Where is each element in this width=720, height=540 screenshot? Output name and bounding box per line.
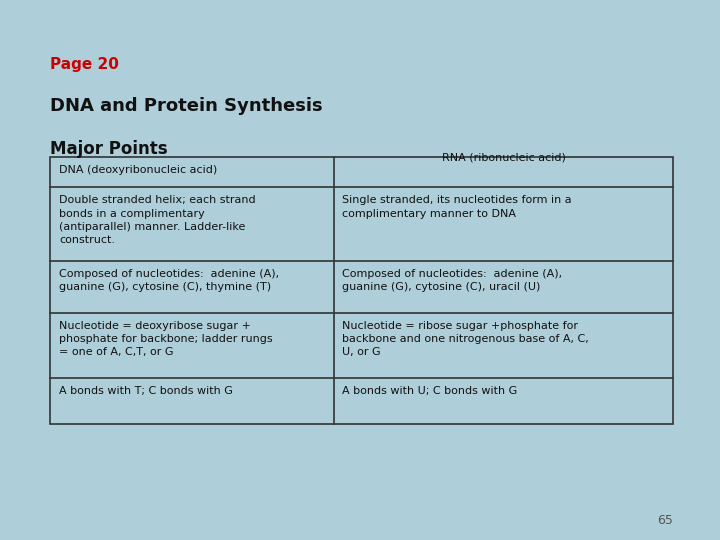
Text: Major Points: Major Points bbox=[50, 140, 168, 158]
Text: A bonds with U; C bonds with G: A bonds with U; C bonds with G bbox=[343, 386, 518, 396]
Text: Page 20: Page 20 bbox=[50, 57, 120, 72]
Text: A bonds with T; C bonds with G: A bonds with T; C bonds with G bbox=[59, 386, 233, 396]
Text: 65: 65 bbox=[657, 514, 673, 526]
Text: Composed of nucleotides:  adenine (A),
guanine (G), cytosine (C), uracil (U): Composed of nucleotides: adenine (A), gu… bbox=[343, 269, 562, 292]
Text: DNA and Protein Synthesis: DNA and Protein Synthesis bbox=[50, 97, 323, 115]
Text: Double stranded helix; each strand
bonds in a complimentary
(antiparallel) manne: Double stranded helix; each strand bonds… bbox=[59, 195, 256, 245]
Text: Nucleotide = deoxyribose sugar +
phosphate for backbone; ladder rungs
= one of A: Nucleotide = deoxyribose sugar + phospha… bbox=[59, 321, 273, 357]
Text: Single stranded, its nucleotides form in a
complimentary manner to DNA: Single stranded, its nucleotides form in… bbox=[343, 195, 572, 219]
Bar bbox=[50, 157, 673, 424]
Text: RNA (ribonucleic acid): RNA (ribonucleic acid) bbox=[441, 152, 565, 163]
Text: Composed of nucleotides:  adenine (A),
guanine (G), cytosine (C), thymine (T): Composed of nucleotides: adenine (A), gu… bbox=[59, 269, 279, 292]
Text: Nucleotide = ribose sugar +phosphate for
backbone and one nitrogenous base of A,: Nucleotide = ribose sugar +phosphate for… bbox=[343, 321, 589, 357]
Text: DNA (deoxyribonucleic acid): DNA (deoxyribonucleic acid) bbox=[59, 165, 217, 175]
